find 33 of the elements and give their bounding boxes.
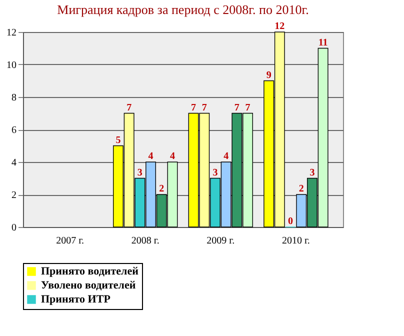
data-label: 9 [266,70,272,81]
data-label: 2 [159,184,164,194]
data-label: 4 [148,151,154,162]
x-tick-label: 2010 г. [282,236,310,246]
data-label: 7 [202,102,207,114]
data-label: 7 [126,102,132,114]
chart-title: Миграция кадров за период с 2008г. по 2010г. [57,2,309,17]
data-label: 2 [298,184,304,194]
data-label: 3 [310,167,315,178]
data-label: 0 [288,216,294,227]
data-label: 5 [116,134,121,146]
data-label: 7 [234,102,240,114]
data-label: 7 [191,102,196,114]
x-tick-label: 2009 г. [206,236,235,246]
x-tick-label: 2008 г. [131,236,160,246]
y-tick-label: 10 [6,60,16,71]
legend-label: Уволено водителей [41,280,136,292]
legend-label: Принято водителей [41,266,140,278]
y-tick-label: 4 [12,158,16,168]
data-label: 7 [245,102,250,114]
legend-label: Принято ИТР [41,294,111,306]
y-tick-label: 12 [6,28,16,38]
data-label: 4 [170,151,175,162]
data-label: 11 [318,37,328,48]
data-label: 3 [137,167,142,178]
data-label: 12 [274,21,285,32]
y-tick-label: 8 [12,92,16,104]
y-tick-label: 0 [12,222,16,234]
data-label: 4 [224,151,229,162]
y-tick-label: 2 [12,190,16,201]
data-label: 3 [212,167,218,178]
y-tick-label: 6 [12,125,16,136]
x-tick-label: 2007 г. [56,236,84,246]
